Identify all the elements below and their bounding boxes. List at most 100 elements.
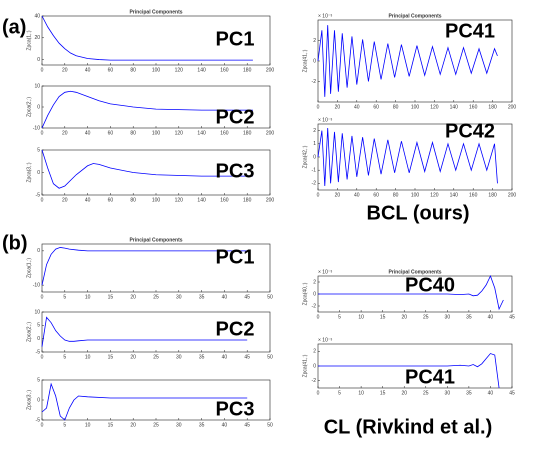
x-tick-label: 0 — [317, 314, 320, 320]
x-tick-label: 0 — [317, 104, 320, 110]
y-axis-label: Zpca(41,:) — [302, 354, 308, 377]
scale-label: × 10⁻³ — [318, 13, 333, 19]
y-axis-label: Zpca(2,:) — [26, 97, 32, 117]
annotation: PC41 — [405, 366, 455, 388]
data-line — [41, 316, 248, 347]
x-tick-label: 30 — [176, 354, 182, 360]
x-tick-label: 40 — [222, 422, 228, 428]
plot-frame — [317, 123, 513, 191]
chart-title: Principal Components — [388, 13, 441, 19]
y-axis-label: Zpca(41,:) — [302, 49, 308, 72]
data-line — [41, 15, 253, 61]
x-tick-label: 45 — [244, 422, 250, 428]
x-tick-label: 50 — [267, 354, 273, 360]
annotation: PC3 — [216, 160, 255, 182]
data-line — [318, 274, 504, 311]
x-tick-label: 30 — [445, 390, 451, 396]
x-tick-label: 35 — [199, 422, 205, 428]
scale-label: × 10⁻³ — [318, 269, 333, 275]
annotation: PC3 — [216, 398, 255, 420]
x-tick-label: 100 — [411, 192, 420, 198]
x-tick-label: 20 — [62, 67, 68, 73]
data-line — [317, 25, 498, 97]
x-tick-label: 60 — [373, 192, 379, 198]
x-tick-label: 120 — [430, 104, 439, 110]
x-tick-label: 180 — [488, 192, 497, 198]
chart-title: Principal Components — [388, 269, 441, 275]
x-tick-label: 80 — [393, 104, 399, 110]
y-axis-label: Zpca(2,:) — [26, 322, 32, 342]
x-tick-label: 120 — [175, 67, 184, 73]
x-tick-label: 80 — [393, 192, 399, 198]
x-tick-label: 40 — [488, 390, 494, 396]
y-tick-label: -10 — [33, 282, 40, 288]
x-tick-label: 25 — [423, 314, 429, 320]
plot-frame — [41, 149, 271, 196]
x-tick-label: 160 — [220, 197, 229, 203]
y-tick-label: -2 — [312, 79, 317, 85]
x-tick-label: 50 — [267, 422, 273, 428]
x-tick-label: 60 — [108, 197, 114, 203]
data-line — [318, 353, 500, 389]
y-tick-label: -2 — [312, 181, 317, 187]
x-tick-label: 20 — [62, 197, 68, 203]
plot-frame — [317, 19, 513, 103]
x-tick-label: 0 — [41, 294, 44, 300]
x-tick-label: 25 — [153, 354, 159, 360]
annotation: PC1 — [216, 246, 255, 268]
x-tick-label: 5 — [63, 422, 66, 428]
x-tick-label: 20 — [335, 104, 341, 110]
x-tick-label: 80 — [130, 67, 136, 73]
x-tick-label: 10 — [85, 294, 91, 300]
x-tick-label: 0 — [41, 354, 44, 360]
y-tick-label: 5 — [37, 377, 40, 383]
data-line — [41, 382, 248, 421]
x-tick-label: 100 — [152, 197, 161, 203]
y-tick-label: 0 — [313, 58, 316, 64]
x-tick-label: 120 — [175, 197, 184, 203]
x-tick-label: 140 — [197, 130, 206, 136]
annotation: PC1 — [216, 28, 255, 50]
y-tick-label: -5 — [36, 349, 41, 355]
x-tick-label: 45 — [509, 314, 515, 320]
x-tick-label: 10 — [358, 390, 364, 396]
y-tick-label: -5 — [36, 192, 41, 198]
x-tick-label: 40 — [222, 354, 228, 360]
y-tick-label: 2 — [313, 279, 316, 285]
x-tick-label: 10 — [85, 354, 91, 360]
data-line — [41, 247, 248, 286]
x-tick-label: 100 — [411, 104, 420, 110]
x-tick-label: 30 — [445, 314, 451, 320]
x-tick-label: 200 — [508, 192, 517, 198]
x-tick-label: 200 — [508, 104, 517, 110]
y-tick-label: 0 — [37, 170, 40, 176]
x-tick-label: 15 — [380, 390, 386, 396]
x-tick-label: 15 — [380, 314, 386, 320]
x-tick-label: 15 — [108, 354, 114, 360]
y-tick-label: 0 — [313, 363, 316, 369]
x-tick-label: 200 — [266, 197, 275, 203]
scale-label: × 10⁻³ — [318, 117, 333, 123]
x-tick-label: 180 — [243, 67, 252, 73]
y-tick-label: 0 — [37, 104, 40, 110]
y-tick-label: 10 — [34, 83, 40, 89]
x-tick-label: 200 — [266, 67, 275, 73]
y-tick-label: 0 — [313, 291, 316, 297]
x-tick-label: 0 — [41, 197, 44, 203]
y-tick-label: -2 — [312, 303, 317, 309]
x-tick-label: 0 — [41, 130, 44, 136]
caption: BCL (ours) — [367, 202, 470, 224]
x-tick-label: 60 — [108, 67, 114, 73]
x-tick-label: 180 — [243, 197, 252, 203]
x-tick-label: 100 — [152, 130, 161, 136]
y-tick-label: 20 — [34, 35, 40, 41]
y-tick-label: 2 — [313, 38, 316, 44]
y-tick-label: 2 — [313, 128, 316, 134]
x-tick-label: 60 — [108, 130, 114, 136]
y-tick-label: 0 — [313, 154, 316, 160]
x-tick-label: 45 — [244, 294, 250, 300]
x-tick-label: 25 — [153, 422, 159, 428]
y-axis-label: Zpca(42,:) — [302, 145, 308, 168]
y-tick-label: -1 — [312, 168, 317, 174]
